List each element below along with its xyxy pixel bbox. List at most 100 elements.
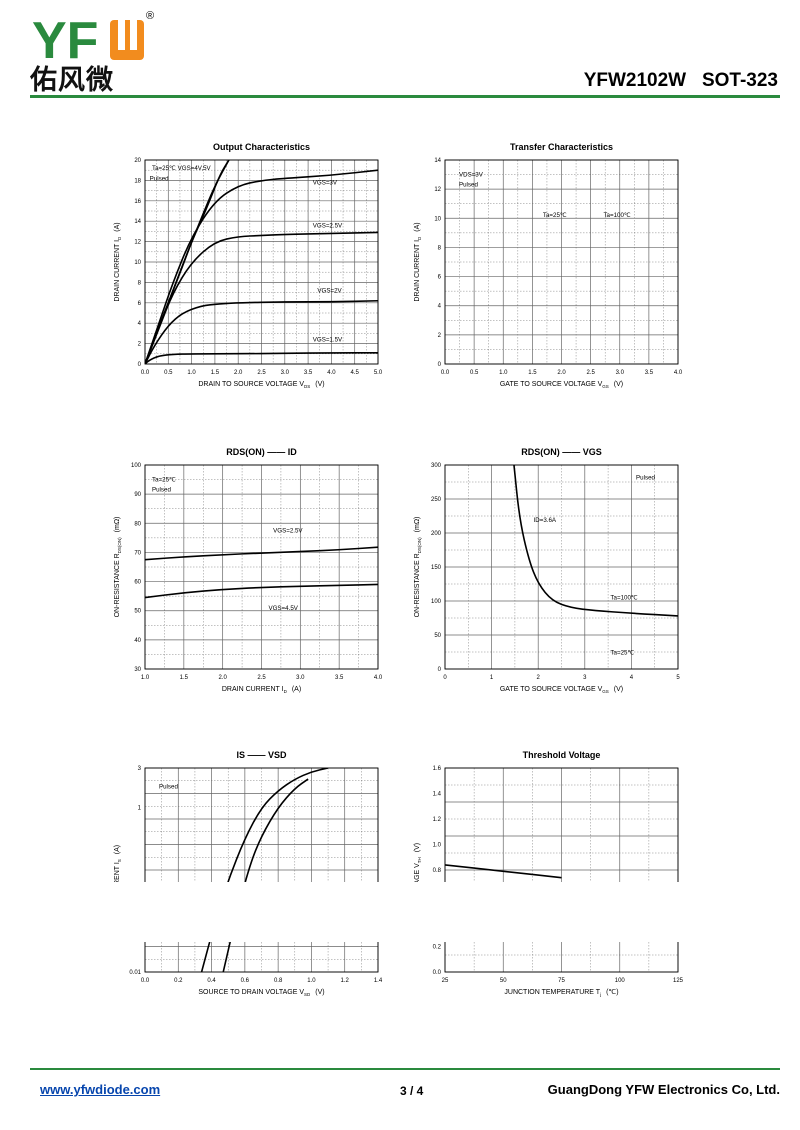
y-axis-label-main: URRENT I [114, 862, 121, 895]
y-axis-label-main: DRAIN CURRENT I [414, 240, 421, 302]
y-tick-label: 1.2 [433, 817, 442, 823]
x-axis-label-main: JUNCTION TEMPERATURE T [504, 989, 600, 996]
x-tick-label: 3.0 [616, 370, 625, 376]
chart-annotation: Ta=25℃ [543, 212, 567, 219]
x-axis-label-sub: SD [304, 992, 311, 997]
x-axis-label: DRAIN TO SOURCE VOLTAGE VDS (V) [198, 381, 324, 389]
y-axis-label-unit: (A) [414, 222, 421, 231]
x-axis-label-unit: (A) [292, 686, 301, 693]
chart-title: Output Characteristics [213, 142, 310, 152]
x-tick-label: 2 [537, 675, 541, 681]
page-title: YFW2102W SOT-323 [583, 70, 778, 91]
chart-annotation: VGS=2V [317, 288, 342, 295]
y-tick-label: 300 [431, 463, 442, 469]
x-tick-label: 1 [490, 675, 494, 681]
x-tick-label: 0.2 [174, 978, 183, 984]
x-tick-label: 0.0 [441, 370, 450, 376]
chart-annotation: Pulsed [636, 474, 655, 481]
x-tick-label: 0.0 [141, 978, 150, 984]
y-tick-label: 100 [431, 599, 442, 605]
y-tick-label: 12 [434, 187, 441, 193]
x-tick-label: 4.0 [327, 370, 336, 376]
y-tick-label: 0.2 [433, 945, 442, 951]
series-line-id-3-6a [513, 465, 678, 617]
missing-region [100, 882, 800, 942]
x-tick-label: 1.0 [307, 978, 316, 984]
x-tick-label: 3 [583, 675, 587, 681]
x-tick-label: 1.4 [374, 978, 383, 984]
yfw-logo: YF [32, 12, 144, 70]
y-tick-label: 80 [134, 521, 141, 527]
y-axis-label: URRENT IS (A) [114, 845, 122, 895]
y-tick-label: 3 [138, 766, 142, 772]
y-tick-label: 14 [134, 219, 141, 225]
chart-annotation: VGS=1.5V [313, 337, 343, 344]
y-tick-label: 1.0 [433, 843, 442, 849]
y-tick-label: 90 [134, 492, 141, 498]
x-axis-label-sub: GS [602, 689, 609, 694]
x-axis-label: SOURCE TO DRAIN VOLTAGE VSD (V) [198, 989, 324, 997]
x-tick-label: 1.0 [187, 370, 196, 376]
chart-annotation: VGS=2.5V [313, 222, 343, 229]
x-tick-label: 2.0 [234, 370, 243, 376]
grid [144, 464, 379, 670]
website-link[interactable]: www.yfwdiode.com [40, 1082, 161, 1097]
y-tick-label: 4 [138, 321, 142, 327]
plot-frame [144, 464, 379, 670]
series-line-ta-25- [222, 778, 309, 972]
chart-annotation: Ta=25℃ [610, 650, 634, 657]
transfer-characteristics-chart: Transfer Characteristics 0.0 0.5 1.0 1.5 2.0 2… [405, 140, 725, 410]
y-tick-label: 14 [434, 158, 441, 164]
x-tick-label: 3.0 [281, 370, 290, 376]
y-tick-label: 60 [134, 580, 141, 586]
x-tick-label: 1.5 [211, 370, 220, 376]
registered-mark: ® [146, 10, 155, 22]
page-number: 3 / 4 [400, 1084, 424, 1098]
series-line-id-250ua [445, 864, 562, 879]
x-tick-label: 3.0 [296, 675, 305, 681]
y-tick-label: 0.01 [129, 970, 141, 976]
series-line-vgs-2-5v [145, 231, 378, 364]
chart-title: RDS(ON) —— VGS [521, 447, 602, 457]
plot-frame [444, 464, 679, 670]
y-tick-label: 250 [431, 497, 442, 503]
y-tick-label: 0.8 [433, 868, 442, 874]
y-tick-label: 0.0 [433, 970, 442, 976]
y-tick-label: 12 [134, 240, 141, 246]
y-tick-label: 8 [438, 245, 442, 251]
x-tick-label: 25 [442, 978, 449, 984]
x-axis-label-main: GATE TO SOURCE VOLTAGE V [500, 381, 603, 388]
svg-text:YF: YF [32, 12, 98, 70]
company-name: GuangDong YFW Electronics Co, Ltd. [547, 1082, 780, 1097]
y-axis-label-sub: DS(ON) [417, 537, 422, 553]
header-rule [30, 95, 780, 98]
y-tick-label: 0 [438, 362, 442, 368]
x-axis-label-main: GATE TO SOURCE VOLTAGE V [500, 686, 603, 693]
grid [144, 159, 379, 365]
plot-frame [144, 767, 379, 973]
y-tick-label: 10 [434, 216, 441, 222]
x-axis-label: DRAIN CURRENT ID (A) [222, 686, 301, 694]
chart-annotation: Pulsed [159, 783, 178, 790]
x-tick-label: 3.5 [335, 675, 344, 681]
y-tick-label: 100 [131, 463, 142, 469]
x-axis-label-unit: (V) [315, 381, 324, 388]
x-tick-label: 2.5 [586, 370, 595, 376]
plot-frame [444, 159, 679, 365]
x-tick-label: 4.0 [674, 370, 683, 376]
y-axis-label-unit: (A) [114, 222, 121, 231]
y-axis-label: DRAIN CURRENT ID (A) [114, 222, 122, 301]
chart-annotation: VGS=2.5V [273, 527, 303, 534]
y-tick-label: 16 [134, 199, 141, 205]
y-tick-label: 50 [134, 609, 141, 615]
y-axis-label-main: ON-RESISTANCE R [414, 553, 421, 617]
y-axis-label-main: ON-RESISTANCE R [114, 553, 121, 617]
chart-annotation: VDS=3V [459, 171, 484, 178]
y-tick-label: 1 [138, 805, 142, 811]
x-tick-label: 0.5 [470, 370, 479, 376]
y-tick-label: 10 [134, 260, 141, 266]
y-tick-label: 18 [134, 178, 141, 184]
x-axis-label: GATE TO SOURCE VOLTAGE VGS (V) [500, 381, 623, 389]
x-tick-label: 50 [500, 978, 507, 984]
chart-annotation: VGS=3V [313, 179, 338, 186]
